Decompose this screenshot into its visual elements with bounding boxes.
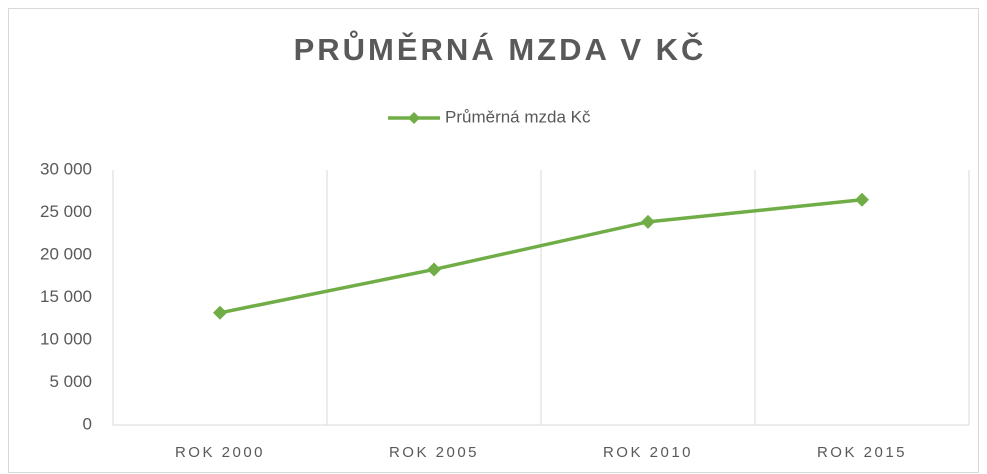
y-tick-label: 20 000 <box>40 244 92 263</box>
marker <box>213 305 227 320</box>
x-tick-label: ROK 2015 <box>817 444 907 461</box>
chart-title: PRŮMĚRNÁ MZDA V KČ <box>294 29 707 67</box>
legend-label: Průměrná mzda Kč <box>445 107 591 126</box>
y-tick-label: 30 000 <box>40 159 92 178</box>
y-tick-label: 25 000 <box>40 202 92 221</box>
x-tick-label: ROK 2000 <box>175 444 265 461</box>
marker <box>855 192 869 207</box>
x-tick-label: ROK 2005 <box>389 444 479 461</box>
chart-frame <box>8 8 979 473</box>
marker <box>641 214 655 229</box>
y-tick-label: 10 000 <box>40 329 92 348</box>
y-tick-label: 15 000 <box>40 287 92 306</box>
y-tick-label: 0 <box>83 414 92 433</box>
legend-marker <box>408 112 420 124</box>
line <box>219 198 863 315</box>
x-tick-label: ROK 2010 <box>603 444 693 461</box>
marker <box>427 262 441 277</box>
y-tick-label: 5 000 <box>49 372 92 391</box>
